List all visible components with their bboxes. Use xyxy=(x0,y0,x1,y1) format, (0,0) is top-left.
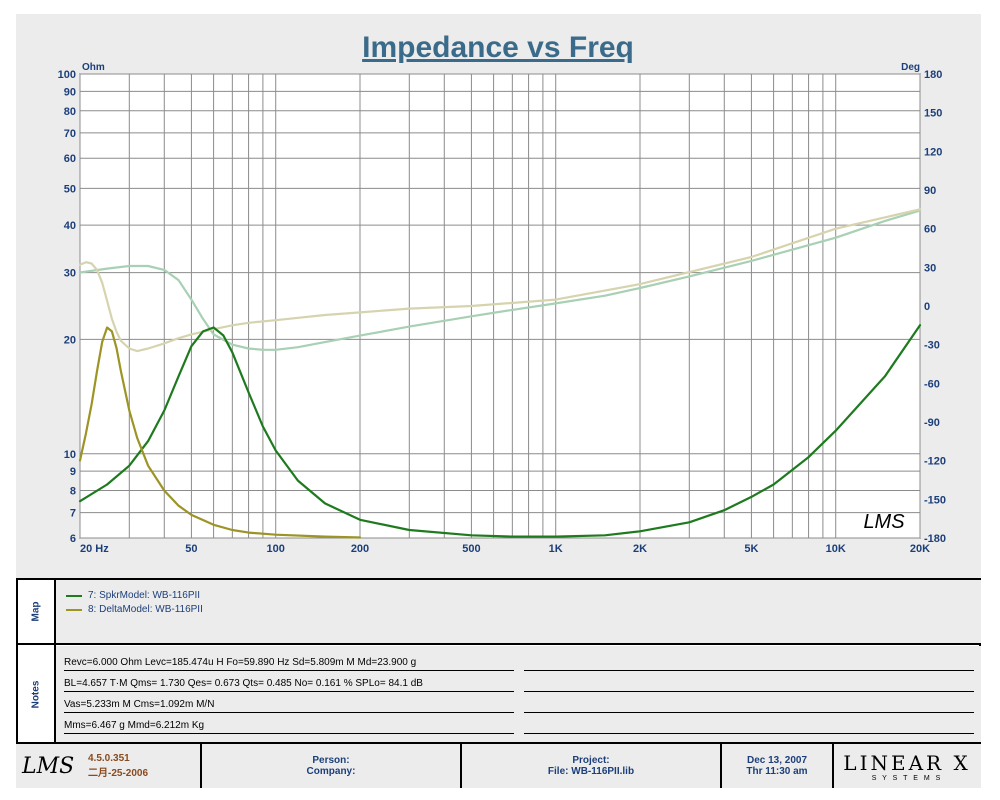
x-tick-label: 50 xyxy=(185,543,197,555)
y-left-tick-label: 6 xyxy=(70,533,76,545)
series-line-delta-impedance xyxy=(78,326,362,539)
map-label: Map xyxy=(30,601,42,622)
notes-side-label: Notes xyxy=(18,646,54,742)
footer-company-label: Company: xyxy=(306,766,356,777)
y-right-tick-label: 150 xyxy=(924,108,942,120)
footer-project-cell: Project: File: WB-116PII.lib xyxy=(462,744,720,788)
note-line-4: Mms=6.467 g Mmd=6.212m Kg xyxy=(64,719,514,734)
footer-version-date: 二月-25-2006 xyxy=(88,768,149,779)
chart-panel: Impedance vs Freq Ohm Deg 20 Hz 50 100 200 5… xyxy=(16,14,981,579)
notes-panel: Revc=6.000 Ohm Levc=185.474u H Fo=59.890… xyxy=(56,646,981,742)
y-left-unit: Ohm xyxy=(82,62,105,73)
y-left-tick-label: 60 xyxy=(64,153,76,165)
y-right-tick-label: 180 xyxy=(924,69,942,81)
footer-person-label: Person: xyxy=(312,755,350,766)
series-line-delta-phase xyxy=(78,208,922,353)
footer-divider xyxy=(832,744,834,788)
footer-brand-sub: S Y S T E M S xyxy=(871,774,943,782)
note-line-2: BL=4.657 T·M Qms= 1.730 Qes= 0.673 Qts= … xyxy=(64,677,514,692)
note-line-3: Vas=5.233m M Cms=1.092m M/N xyxy=(64,698,514,713)
divider-chart-map xyxy=(16,578,981,580)
map-entry-label: 8: DeltaModel: WB-116PII xyxy=(88,604,203,615)
x-tick-label: 10K xyxy=(826,543,846,555)
y-left-tick-label: 100 xyxy=(58,69,76,81)
footer-person-cell: Person: Company: xyxy=(202,744,460,788)
y-right-tick-label: 0 xyxy=(924,301,930,313)
x-tick-label: 1K xyxy=(549,543,563,555)
divider-side-labels xyxy=(54,578,56,744)
series-line-spkr-phase xyxy=(78,209,922,351)
y-right-tick-label: -30 xyxy=(924,340,940,352)
note-rule xyxy=(524,656,974,671)
map-side-label: Map xyxy=(18,580,54,643)
footer-time: Thr 11:30 am xyxy=(746,766,808,777)
y-right-tick-label: -60 xyxy=(924,378,940,390)
y-right-tick-label: -120 xyxy=(924,456,946,468)
footer-date-cell: Dec 13, 2007 Thr 11:30 am xyxy=(722,744,832,788)
y-left-tick-label: 50 xyxy=(64,183,76,195)
footer-logo: LMS xyxy=(22,753,75,779)
footer-logo-cell: LMS xyxy=(22,744,78,788)
footer: LMS 4.5.0.351 二月-25-2006 Person: Company… xyxy=(16,744,981,788)
x-tick-label: 100 xyxy=(267,543,285,555)
y-left-tick-label: 10 xyxy=(64,449,76,461)
grid xyxy=(79,73,921,539)
footer-brand-cell: LINEAR X S Y S T E M S xyxy=(838,744,976,788)
x-tick-label: 20 Hz xyxy=(80,543,109,555)
y-left-tick-label: 8 xyxy=(70,486,76,498)
map-swatch-delta xyxy=(66,608,82,611)
map-panel: 7: SpkrModel: WB-116PII 8: DeltaModel: W… xyxy=(56,580,981,643)
note-rule xyxy=(524,698,974,713)
y-left-tick-label: 80 xyxy=(64,106,76,118)
x-tick-label: 2K xyxy=(633,543,647,555)
x-tick-label: 20K xyxy=(910,543,930,555)
y-right-tick-label: 60 xyxy=(924,224,936,236)
y-left-tick-label: 90 xyxy=(64,86,76,98)
map-entry-spkr: 7: SpkrModel: WB-116PII xyxy=(66,590,200,601)
footer-divider xyxy=(460,744,462,788)
map-swatch-spkr xyxy=(66,594,82,597)
chart-title: Impedance vs Freq xyxy=(362,31,634,64)
plot-area xyxy=(79,73,921,539)
footer-divider xyxy=(720,744,722,788)
y-right-tick-label: 90 xyxy=(924,185,936,197)
y-left-tick-label: 40 xyxy=(64,220,76,232)
footer-project-label: Project: xyxy=(572,755,610,766)
footer-file-label: File: WB-116PII.lib xyxy=(547,766,635,777)
series-line-spkr-impedance xyxy=(78,324,922,538)
map-entry-delta: 8: DeltaModel: WB-116PII xyxy=(66,604,203,615)
x-tick-label: 5K xyxy=(744,543,758,555)
y-right-unit: Deg xyxy=(901,62,920,73)
y-right-tick-label: -150 xyxy=(924,494,946,506)
footer-version-cell: 4.5.0.351 二月-25-2006 xyxy=(88,744,198,788)
footer-version: 4.5.0.351 xyxy=(88,753,130,764)
y-right-tick-label: 30 xyxy=(924,262,936,274)
y-right-tick-label: -90 xyxy=(924,417,940,429)
footer-divider xyxy=(200,744,202,788)
note-rule xyxy=(524,719,974,734)
divider-map-notes xyxy=(16,643,981,645)
y-left-tick-label: 9 xyxy=(70,466,76,478)
y-left-tick-label: 7 xyxy=(70,508,76,520)
series-layer xyxy=(78,208,922,539)
y-left-tick-label: 20 xyxy=(64,334,76,346)
x-tick-label: 500 xyxy=(462,543,480,555)
note-rule xyxy=(524,677,974,692)
footer-brand: LINEAR X xyxy=(843,750,971,775)
x-tick-label: 200 xyxy=(351,543,369,555)
y-right-tick-label: 120 xyxy=(924,146,942,158)
footer-date: Dec 13, 2007 xyxy=(746,755,808,766)
divider-notes-footer xyxy=(16,742,981,744)
tick-labels: 20 Hz 50 100 200 500 1K 2K 5K 10K 20K100908070605… xyxy=(58,69,946,555)
notes-label: Notes xyxy=(30,680,42,708)
watermark-logo: LMS xyxy=(863,511,905,533)
y-left-tick-label: 30 xyxy=(64,268,76,280)
y-right-tick-label: -180 xyxy=(924,533,946,545)
note-line-1: Revc=6.000 Ohm Levc=185.474u H Fo=59.890… xyxy=(64,656,514,671)
impedance-chart: Impedance vs Freq Ohm Deg 20 Hz 50 100 200 5… xyxy=(58,31,946,555)
y-left-tick-label: 70 xyxy=(64,128,76,140)
map-entry-label: 7: SpkrModel: WB-116PII xyxy=(88,590,201,601)
